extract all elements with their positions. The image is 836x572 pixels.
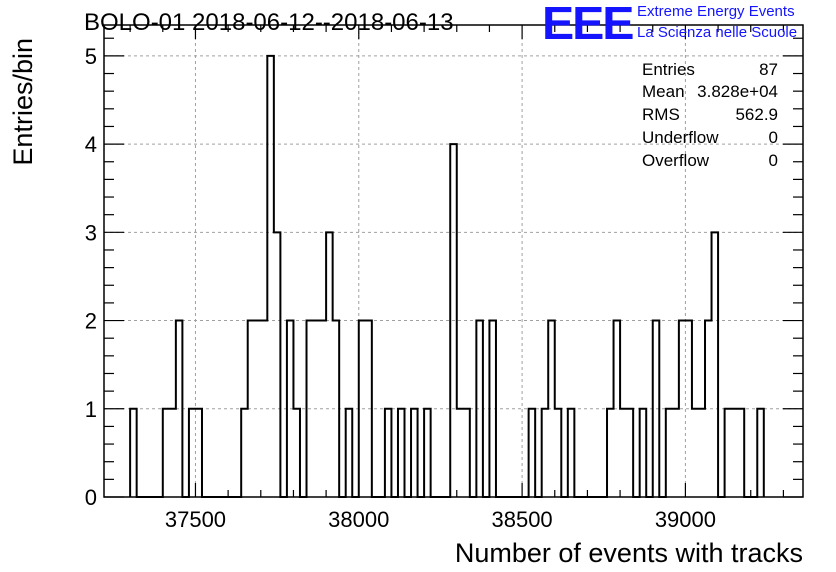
- logo-line-1: Extreme Energy Events: [637, 3, 795, 20]
- plot-frame: [103, 24, 804, 498]
- axis-ticks: [104, 25, 803, 498]
- logo-line-2: La Scienza nelle Scuole: [637, 24, 798, 41]
- stat-entries-value: 87: [759, 60, 778, 79]
- stat-overflow-label: Overflow: [642, 151, 710, 170]
- x-tick-label: 37500: [165, 507, 226, 532]
- y-tick-label: 4: [85, 132, 97, 157]
- y-tick-label: 1: [85, 397, 97, 422]
- histogram-series: [129, 54, 765, 498]
- x-tick-label: 38500: [491, 507, 552, 532]
- y-tick-label: 0: [85, 485, 97, 510]
- x-tick-label: 39000: [655, 507, 716, 532]
- stat-rms-value: 562.9: [735, 105, 778, 124]
- y-tick-label: 5: [85, 44, 97, 69]
- stat-entries-label: Entries: [642, 60, 695, 79]
- stat-mean-value: 3.828e+04: [697, 82, 778, 101]
- eee-logo: EEE: [542, 0, 634, 49]
- stat-mean-label: Mean: [642, 82, 685, 101]
- stat-underflow-value: 0: [768, 128, 778, 147]
- y-axis-label: Entries/bin: [8, 38, 38, 166]
- stat-underflow-label: Underflow: [642, 128, 719, 147]
- axis-tick-labels: 37500 38000 38500 39000 0 1 2 3 4 5: [85, 44, 716, 532]
- chart-title: BOLO-01 2018-06-12--2018-06-13: [84, 9, 454, 36]
- y-tick-label: 3: [85, 220, 97, 245]
- x-axis-label: Number of events with tracks: [455, 538, 803, 568]
- stat-overflow-value: 0: [768, 151, 778, 170]
- stat-rms-label: RMS: [642, 105, 680, 124]
- y-tick-label: 2: [85, 309, 97, 334]
- x-tick-label: 38000: [328, 507, 389, 532]
